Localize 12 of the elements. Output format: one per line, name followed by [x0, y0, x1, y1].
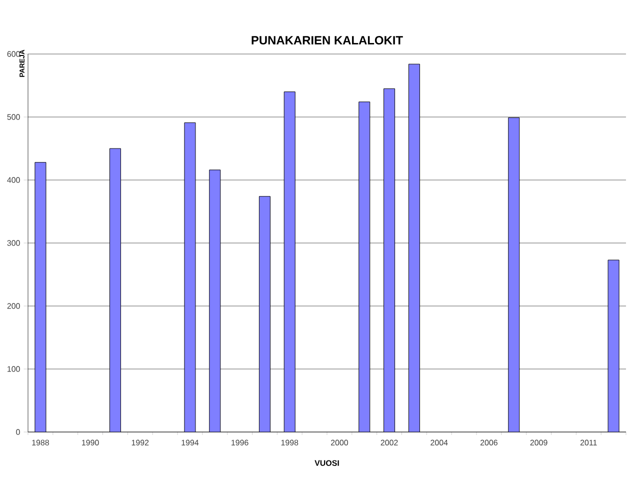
bar [408, 64, 420, 432]
bar [209, 170, 220, 432]
chart-title: PUNAKARIEN KALALOKIT [252, 36, 403, 44]
bar [358, 102, 370, 432]
bar [608, 260, 620, 432]
bar [384, 88, 395, 432]
bar [110, 148, 121, 432]
bar [34, 162, 46, 432]
bar [184, 122, 196, 432]
bar [259, 196, 270, 432]
bar [284, 92, 296, 432]
bar [508, 118, 520, 432]
